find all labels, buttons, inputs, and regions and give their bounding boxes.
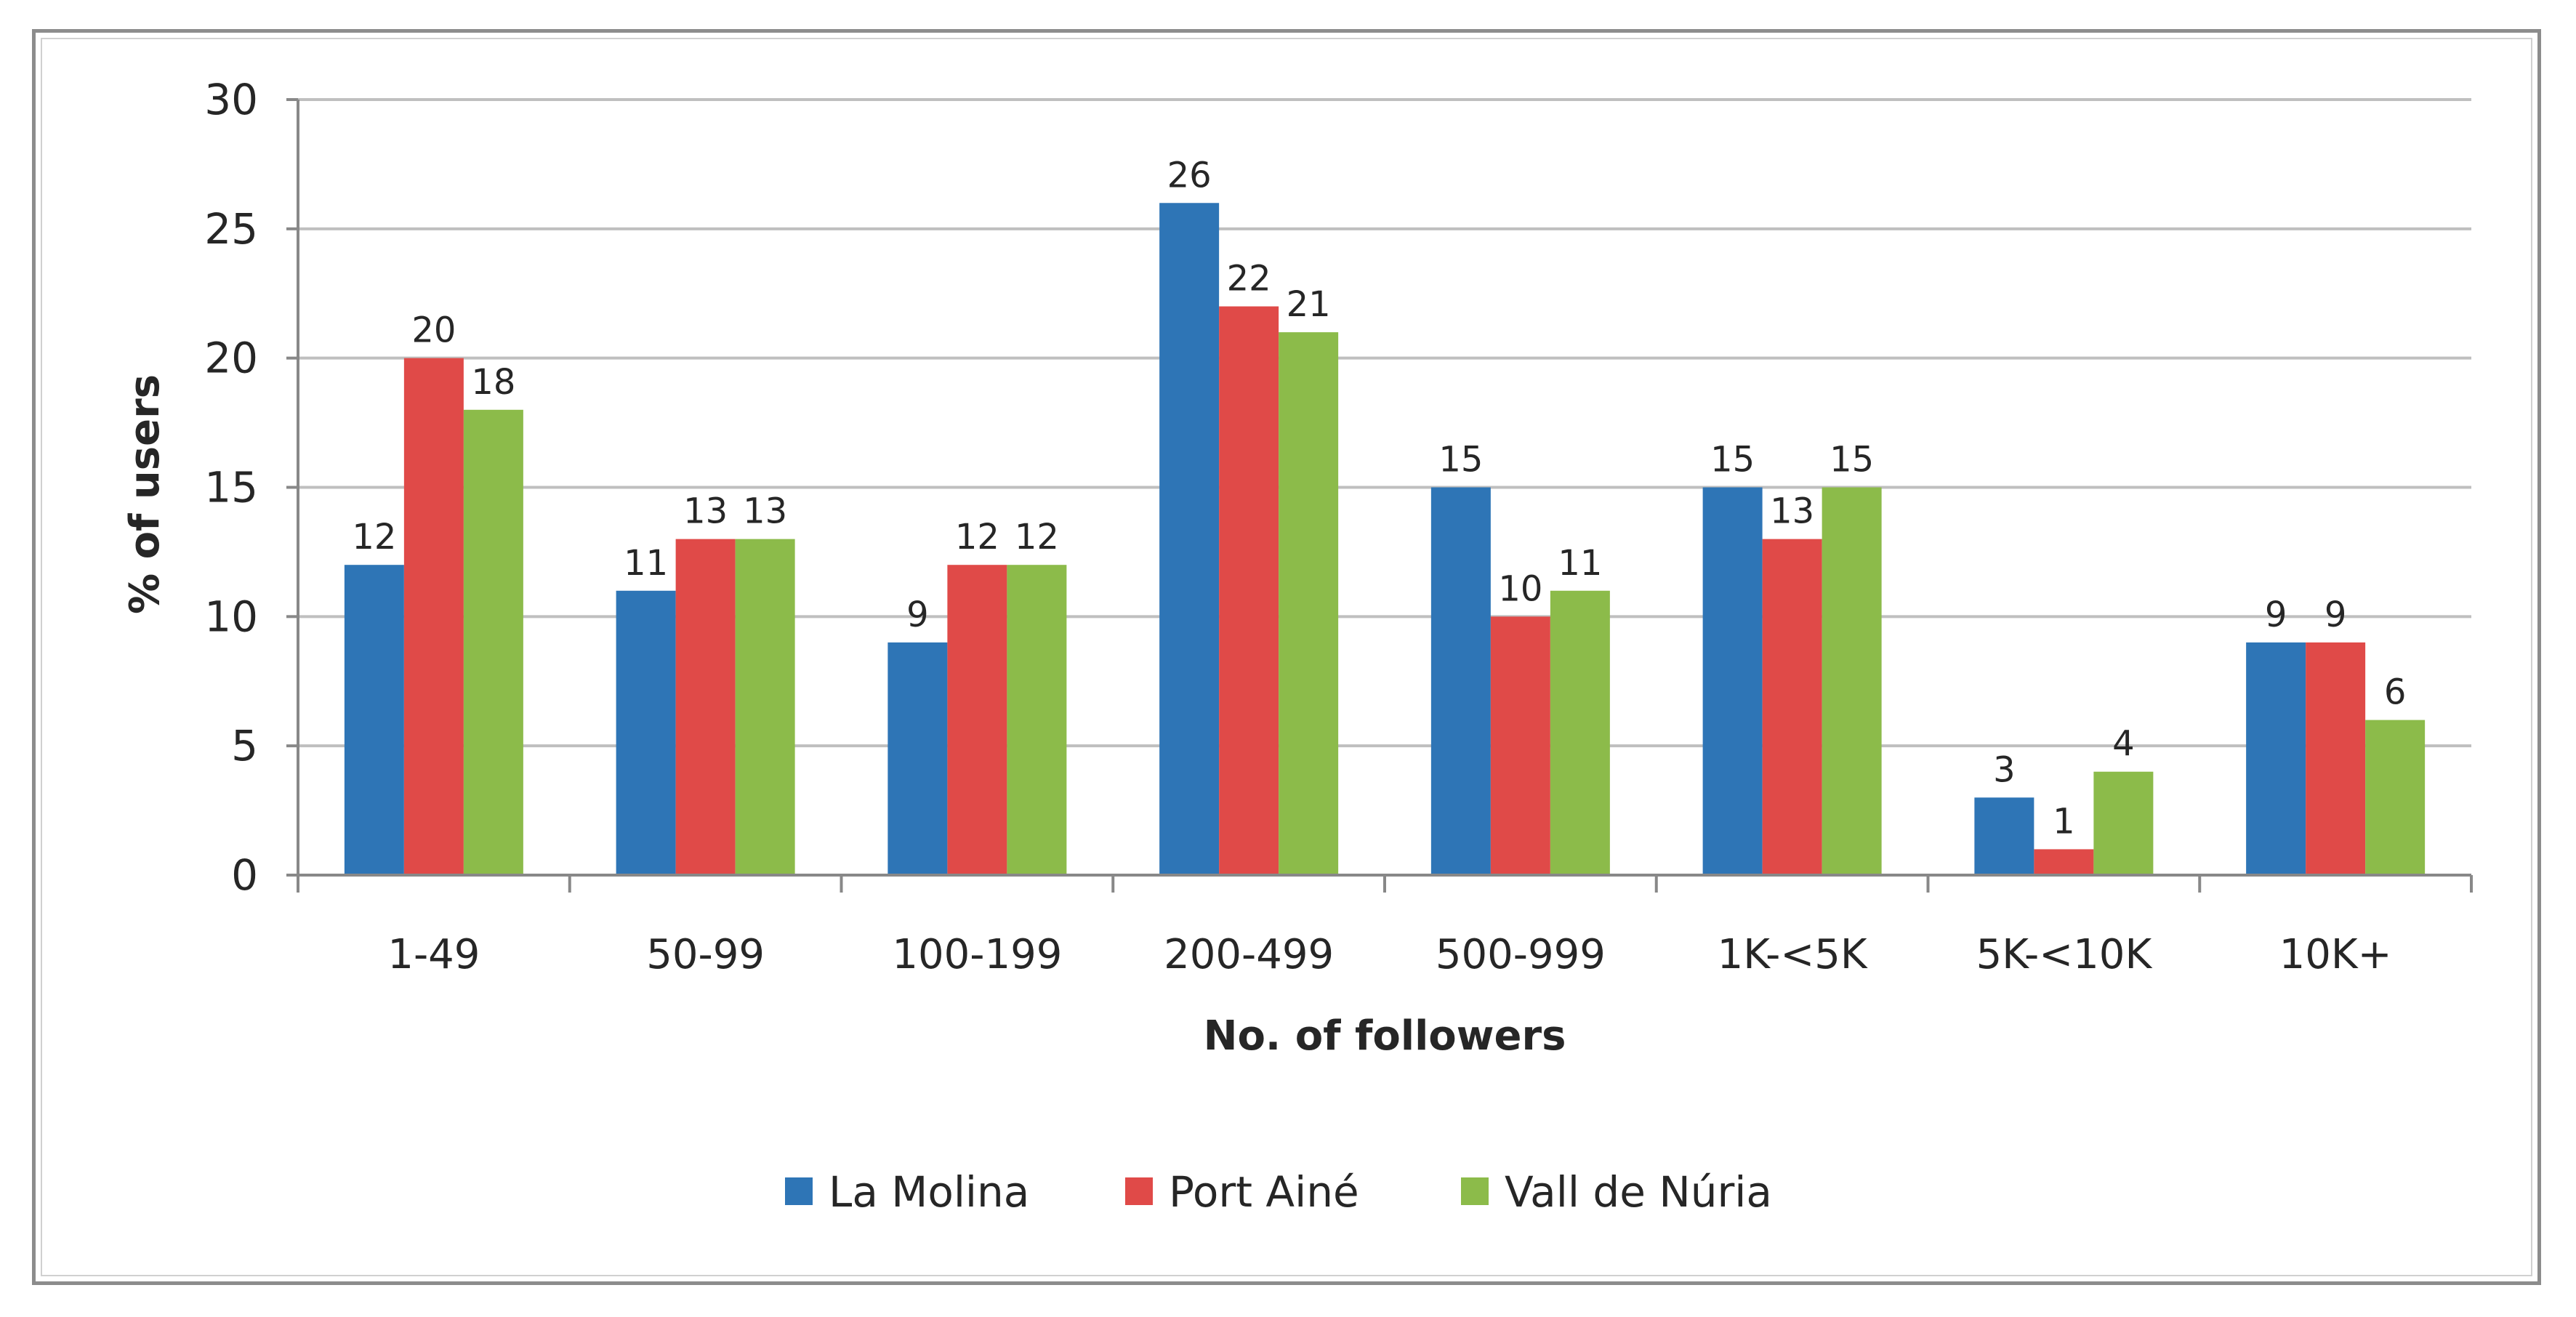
bar: [735, 539, 795, 875]
data-label: 9: [906, 595, 929, 635]
bar: [1974, 797, 2034, 875]
data-label: 22: [1227, 259, 1271, 299]
data-label: 20: [411, 310, 456, 351]
y-tick-label: 10: [204, 592, 258, 641]
bar: [675, 539, 736, 875]
y-tick-label: 0: [231, 850, 258, 900]
y-tick-label: 15: [204, 463, 258, 512]
data-label: 12: [1015, 517, 1059, 557]
bar: [1702, 487, 1763, 875]
data-label: 1: [2053, 801, 2075, 842]
data-label: 18: [471, 362, 515, 403]
y-axis-title: % of users: [121, 374, 169, 614]
data-label: 11: [1558, 543, 1602, 584]
data-label: 15: [1438, 440, 1483, 480]
legend-label: Port Ainé: [1169, 1167, 1359, 1217]
y-axis-ticks: 0 5 10 15 20 25 30: [204, 75, 298, 900]
data-label: 15: [1710, 440, 1755, 480]
bar: [1219, 306, 1279, 875]
bar: [1550, 590, 1610, 875]
y-tick-label: 5: [231, 721, 258, 770]
bar: [1822, 487, 1882, 875]
data-label: 12: [352, 517, 396, 557]
bar: [1762, 539, 1822, 875]
bar: [2034, 849, 2094, 875]
bar: [947, 565, 1007, 875]
data-label: 12: [955, 517, 999, 557]
legend-swatch: [1125, 1177, 1153, 1205]
data-labels: 12 11 9 26 15 15 3 9 20 13 12 22 10 13 1 9 18 13 12 21 11 15 4…: [352, 155, 2406, 842]
x-axis: 1-49 50-99 100-199 200-499 500-999 1K-<5K 5K-<…: [297, 100, 2473, 978]
bar: [1007, 565, 1067, 875]
bar: [2093, 771, 2154, 875]
legend: La Molina Port Ainé Vall de Núria: [785, 1167, 1772, 1217]
bar: [616, 590, 676, 875]
legend-label: La Molina: [829, 1167, 1029, 1217]
bar: [2246, 642, 2306, 875]
data-label: 10: [1498, 568, 1542, 609]
legend-swatch: [1461, 1177, 1489, 1205]
x-tick-label: 1K-<5K: [1718, 931, 1868, 978]
bar: [1490, 616, 1550, 875]
bar: [1159, 203, 1220, 875]
bar: [344, 565, 404, 875]
data-label: 9: [2325, 595, 2347, 635]
data-label: 3: [1993, 749, 2016, 790]
x-tick-label: 100-199: [892, 931, 1062, 978]
legend-swatch: [785, 1177, 813, 1205]
y-tick-label: 25: [204, 204, 258, 254]
data-label: 15: [1830, 440, 1874, 480]
bar: [1430, 487, 1491, 875]
data-label: 13: [1770, 491, 1814, 532]
bar: [403, 358, 464, 876]
data-label: 26: [1167, 155, 1212, 196]
x-tick-label: 1-49: [387, 931, 480, 978]
x-tick-label: 500-999: [1436, 931, 1606, 978]
y-tick-label: 30: [204, 75, 258, 124]
x-axis-title: No. of followers: [1204, 1012, 1566, 1060]
bar: [887, 642, 948, 875]
bar: [1279, 332, 1339, 876]
data-label: 13: [743, 491, 787, 532]
x-tick-label: 200-499: [1164, 931, 1334, 978]
bar: [2306, 642, 2366, 875]
x-tick-label: 5K-<10K: [1976, 931, 2153, 978]
data-label: 4: [2112, 724, 2135, 765]
data-label: 11: [624, 543, 668, 584]
y-tick-label: 20: [204, 334, 258, 383]
x-tick-label: 10K+: [2279, 931, 2392, 978]
data-label: 21: [1287, 284, 1331, 325]
bar: [463, 409, 523, 875]
bars: [344, 203, 2426, 876]
data-label: 13: [683, 491, 728, 532]
data-label: 9: [2265, 595, 2287, 635]
data-label: 6: [2384, 672, 2407, 713]
x-tick-label: 50-99: [646, 931, 765, 978]
legend-label: Vall de Núria: [1505, 1167, 1772, 1217]
bar: [2365, 720, 2426, 875]
